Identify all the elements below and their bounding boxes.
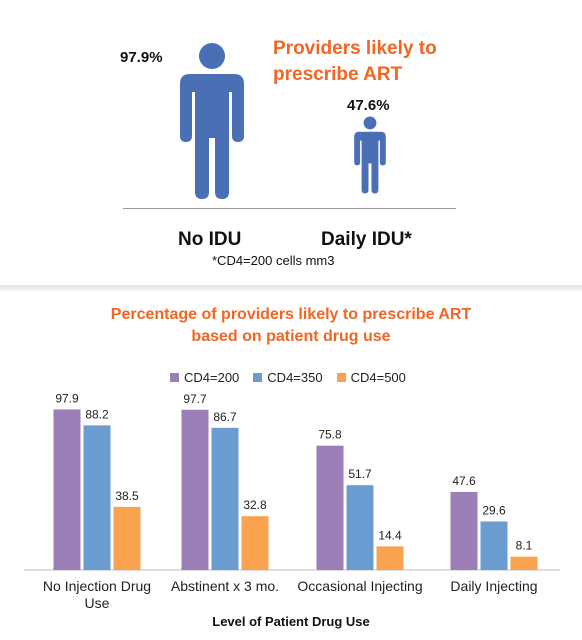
legend-item-cd4-500: CD4=500 <box>336 369 406 385</box>
chart-title-line2: based on patient drug use <box>191 328 391 345</box>
infographic-title-line2: prescribe ART <box>273 64 403 85</box>
infographic-baseline <box>123 208 456 209</box>
person-icon <box>180 43 244 199</box>
bar <box>316 445 344 570</box>
bar <box>376 546 404 570</box>
no-idu-label: No IDU <box>178 229 242 250</box>
chart-legend: CD4=200 CD4=350 CD4=500 <box>170 369 406 385</box>
x-tick-label: Use <box>85 595 110 611</box>
bar <box>53 409 81 570</box>
infographic-title-line1: Providers likely to <box>273 38 437 59</box>
data-label: 97.7 <box>183 392 207 406</box>
bar <box>510 556 538 570</box>
data-label: 75.8 <box>318 428 342 442</box>
x-tick-label: No Injection Drug <box>43 578 151 594</box>
chart-title: Percentage of providers likely to prescr… <box>0 304 582 348</box>
bar <box>211 427 239 570</box>
legend-item-cd4-200: CD4=200 <box>170 369 239 385</box>
x-tick-label: Occasional Injecting <box>297 578 422 594</box>
bar <box>450 491 478 570</box>
legend-swatch <box>336 372 346 382</box>
chart-title-line1: Percentage of providers likely to prescr… <box>110 306 472 323</box>
bar <box>83 425 111 570</box>
x-tick-label: Abstinent x 3 mo. <box>171 578 279 594</box>
daily-idu-label: Daily IDU* <box>321 229 412 250</box>
data-label: 29.6 <box>482 503 506 517</box>
data-label: 51.7 <box>348 467 372 481</box>
bar <box>480 521 508 570</box>
legend-swatch <box>253 372 263 382</box>
legend-label: CD4=200 <box>184 369 240 385</box>
infographic-title: Providers likely to prescribe ART <box>273 36 473 88</box>
bar <box>113 506 141 570</box>
daily-idu-percent: 47.6% <box>347 97 390 114</box>
legend-label: CD4=500 <box>350 369 406 385</box>
bar <box>346 485 374 570</box>
bar <box>241 516 269 570</box>
person-icon <box>354 116 386 194</box>
legend-item-cd4-350: CD4=350 <box>253 369 323 385</box>
panel-divider <box>0 285 582 291</box>
data-label: 8.1 <box>516 539 533 553</box>
data-label: 32.8 <box>243 498 267 512</box>
data-label: 38.5 <box>115 489 139 503</box>
data-label: 88.2 <box>85 407 109 421</box>
data-label: 47.6 <box>452 474 476 488</box>
data-label: 86.7 <box>213 410 237 424</box>
x-tick-label: Daily Injecting <box>450 578 537 594</box>
x-axis-title: Level of Patient Drug Use <box>212 614 369 629</box>
footnote: *CD4=200 cells mm3 <box>212 253 335 268</box>
bar <box>181 409 209 570</box>
no-idu-percent: 97.9% <box>120 49 163 66</box>
infographic-panel: Providers likely to prescribe ART 97.9% … <box>0 0 582 285</box>
legend-label: CD4=350 <box>267 369 323 385</box>
data-label: 97.9 <box>55 391 79 405</box>
bar-chart-panel: Percentage of providers likely to prescr… <box>0 288 582 640</box>
legend-swatch <box>170 372 179 382</box>
data-label: 14.4 <box>378 528 402 542</box>
